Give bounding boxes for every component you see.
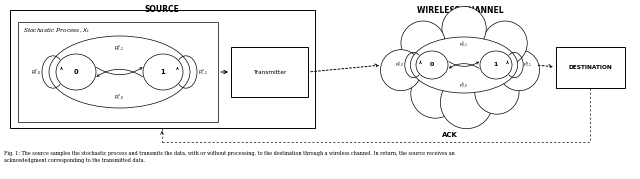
Ellipse shape: [416, 51, 448, 79]
Text: $p_{1,1}^h$: $p_{1,1}^h$: [524, 60, 532, 70]
Text: Fig. 1: The source samples the stochastic process and transmits the data, with o: Fig. 1: The source samples the stochasti…: [4, 151, 455, 156]
Text: $p_{0,1}^h$: $p_{0,1}^h$: [460, 39, 468, 50]
Text: $p_{0,0}^h$: $p_{0,0}^h$: [396, 60, 404, 70]
Ellipse shape: [415, 39, 505, 91]
Ellipse shape: [394, 23, 525, 107]
Ellipse shape: [143, 54, 183, 90]
Text: 0: 0: [74, 69, 78, 75]
Text: $p_{1,0}^h$: $p_{1,0}^h$: [460, 80, 468, 91]
Text: $p_{1,1}^x$: $p_{1,1}^x$: [198, 67, 208, 76]
Ellipse shape: [410, 37, 518, 93]
Text: $p_{0,1}^x$: $p_{0,1}^x$: [115, 43, 125, 52]
Bar: [556, 47, 625, 88]
Ellipse shape: [49, 36, 190, 108]
Text: Stochastic Process, $X_t$: Stochastic Process, $X_t$: [23, 26, 90, 35]
Circle shape: [411, 69, 460, 118]
Text: DESTINATION: DESTINATION: [568, 65, 612, 70]
Text: $p_{1,0}^x$: $p_{1,0}^x$: [114, 92, 125, 101]
Text: Transmitter: Transmitter: [253, 69, 286, 74]
Text: WIRELESS CHANNEL: WIRELESS CHANNEL: [417, 6, 503, 15]
Bar: [10, 10, 315, 128]
Bar: [231, 47, 308, 97]
Text: 1: 1: [494, 62, 498, 67]
Circle shape: [440, 76, 493, 129]
Bar: [18, 22, 218, 122]
Text: 0: 0: [430, 62, 434, 67]
Circle shape: [380, 50, 422, 91]
Circle shape: [499, 50, 540, 91]
Text: SOURCE: SOURCE: [145, 5, 179, 14]
Circle shape: [483, 21, 527, 65]
Text: ACK: ACK: [442, 132, 458, 138]
Circle shape: [475, 70, 519, 114]
Circle shape: [442, 6, 486, 51]
Ellipse shape: [56, 54, 96, 90]
Circle shape: [401, 21, 445, 65]
Ellipse shape: [480, 51, 512, 79]
Text: 1: 1: [161, 69, 165, 75]
Text: $p_{0,0}^x$: $p_{0,0}^x$: [31, 67, 41, 76]
Text: acknowledgment corresponding to the transmitted data.: acknowledgment corresponding to the tran…: [4, 158, 145, 163]
